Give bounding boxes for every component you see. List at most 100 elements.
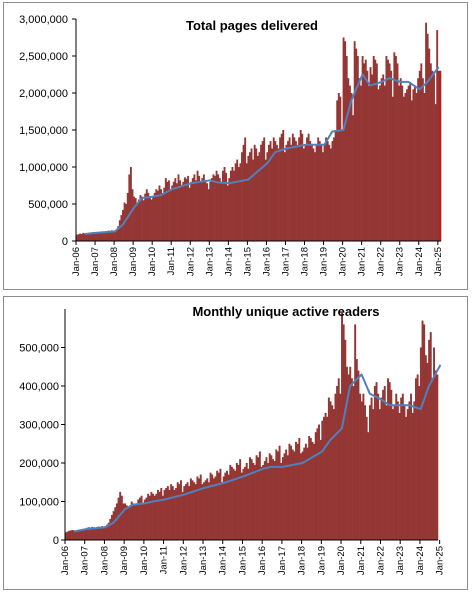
bar bbox=[278, 445, 281, 540]
bar bbox=[414, 85, 416, 241]
bar bbox=[128, 174, 131, 241]
bar bbox=[155, 189, 158, 241]
bar bbox=[301, 451, 304, 540]
bar bbox=[293, 451, 296, 540]
x-tick-label: Jan-17 bbox=[277, 546, 288, 575]
bar bbox=[408, 401, 411, 540]
bar bbox=[429, 332, 432, 540]
bar bbox=[89, 527, 92, 540]
bar bbox=[81, 529, 84, 540]
x-tick-label: Jan-12 bbox=[185, 247, 196, 276]
bar bbox=[133, 196, 136, 241]
bar bbox=[372, 56, 375, 241]
bar bbox=[180, 184, 183, 241]
bar bbox=[431, 378, 434, 540]
bar bbox=[209, 181, 212, 241]
bar bbox=[323, 144, 326, 241]
x-tick-label: Jan-06 bbox=[60, 546, 71, 575]
bar bbox=[358, 78, 361, 241]
x-tick-label: Jan-11 bbox=[166, 247, 177, 275]
bar bbox=[407, 85, 410, 241]
bar bbox=[264, 159, 267, 241]
x-tick-label: Jan-17 bbox=[280, 247, 291, 276]
bar bbox=[170, 484, 173, 540]
bar bbox=[233, 170, 235, 241]
bar bbox=[76, 529, 79, 540]
bar bbox=[377, 393, 380, 540]
bar bbox=[405, 416, 408, 540]
x-tick-label: Jan-19 bbox=[316, 546, 327, 575]
bar bbox=[406, 409, 409, 540]
chart-panel-readers: 0 100,000 200,000 300,000 400,000 500,000 Jan-… bbox=[3, 296, 468, 590]
bar bbox=[193, 482, 196, 540]
bar bbox=[124, 503, 127, 540]
bar bbox=[355, 359, 358, 540]
bar bbox=[142, 200, 145, 241]
bar bbox=[220, 181, 223, 241]
bar bbox=[196, 476, 199, 540]
bar bbox=[328, 144, 331, 241]
bar bbox=[348, 85, 351, 241]
bar bbox=[342, 37, 345, 241]
bar bbox=[393, 52, 396, 241]
bar bbox=[90, 232, 93, 241]
bar bbox=[321, 152, 324, 241]
bar bbox=[398, 412, 401, 540]
bar bbox=[115, 503, 118, 540]
y-tick-label: 0 bbox=[62, 236, 68, 248]
bar bbox=[379, 85, 381, 241]
bar bbox=[222, 170, 224, 241]
bar bbox=[291, 133, 294, 241]
bar bbox=[383, 386, 386, 540]
bar bbox=[131, 189, 134, 241]
bar bbox=[318, 141, 321, 241]
y-tick-label: 2,500,000 bbox=[19, 51, 68, 63]
bar bbox=[164, 178, 167, 241]
bar bbox=[380, 78, 383, 241]
x-tick-label: Jan-16 bbox=[261, 247, 272, 276]
bar bbox=[272, 137, 275, 241]
bar bbox=[429, 63, 432, 242]
bar bbox=[239, 459, 242, 540]
bar bbox=[71, 529, 74, 540]
bar bbox=[250, 148, 253, 241]
bar bbox=[436, 374, 439, 540]
bar bbox=[227, 474, 230, 540]
trend-line bbox=[73, 364, 442, 533]
x-tick-label: Jan-13 bbox=[198, 546, 209, 575]
bar bbox=[203, 482, 205, 540]
bar bbox=[415, 93, 418, 241]
bar bbox=[104, 232, 107, 241]
bar bbox=[298, 437, 301, 540]
x-tick-label: Jan-08 bbox=[99, 546, 110, 575]
bar bbox=[413, 401, 416, 540]
bar bbox=[217, 472, 220, 541]
bar bbox=[157, 489, 159, 540]
bar bbox=[247, 155, 250, 241]
bar bbox=[134, 198, 137, 241]
bar bbox=[299, 130, 302, 241]
bar bbox=[112, 511, 115, 541]
bar bbox=[195, 180, 197, 241]
bar bbox=[391, 409, 394, 540]
bar bbox=[107, 522, 110, 540]
bar bbox=[199, 181, 202, 241]
bar bbox=[183, 177, 186, 241]
bar bbox=[221, 482, 224, 540]
bar bbox=[260, 466, 263, 540]
bar bbox=[316, 428, 319, 540]
bar bbox=[349, 366, 352, 540]
bar bbox=[73, 530, 76, 541]
bar bbox=[387, 59, 389, 242]
bar bbox=[125, 505, 128, 540]
bar bbox=[370, 397, 373, 540]
bar bbox=[369, 67, 372, 241]
bar bbox=[329, 401, 332, 540]
bar bbox=[152, 196, 155, 241]
bar bbox=[354, 324, 357, 540]
bar bbox=[117, 226, 120, 241]
x-tick-label: Jan-15 bbox=[237, 546, 248, 575]
bar bbox=[332, 409, 335, 540]
bar bbox=[204, 180, 207, 241]
bar bbox=[391, 96, 394, 241]
